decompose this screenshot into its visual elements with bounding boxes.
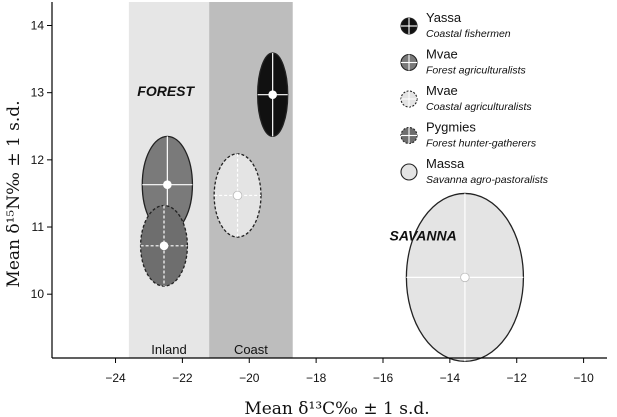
region-label-forest: FOREST — [137, 83, 195, 99]
x-tick-label: −10 — [573, 371, 594, 385]
legend-item-3: Pygmies Forest hunter-gatherers — [400, 120, 537, 150]
mean-point-0 — [268, 90, 277, 99]
x-tick-label: −12 — [507, 371, 528, 385]
legend-description-4: Savanna agro-pastoralists — [426, 174, 549, 186]
legend: Yassa Coastal fishermen Mvae Forest agricul… — [400, 10, 549, 186]
legend-description-0: Coastal fishermen — [426, 28, 511, 40]
series-3 — [139, 204, 189, 287]
mean-point-1 — [163, 180, 172, 190]
region-label-savanna: SAVANNA — [390, 227, 457, 243]
mean-point-3 — [159, 241, 169, 251]
x-tick-label: −22 — [172, 371, 193, 385]
x-tick-label: −14 — [440, 371, 461, 385]
legend-name-2: Mvae — [426, 83, 458, 98]
x-axis-title: Mean δ¹³C‰ ± 1 s.d. — [244, 399, 429, 417]
y-tick-label: 11 — [32, 220, 45, 234]
legend-item-2: Mvae Coastal agriculturalists — [400, 83, 532, 113]
labels-layer: FOREST SAVANNA — [137, 83, 456, 243]
legend-description-2: Coastal agriculturalists — [426, 101, 532, 113]
legend-description-3: Forest hunter-gatherers — [426, 138, 537, 150]
x-tick-label: −18 — [306, 371, 327, 385]
legend-marker-4 — [400, 163, 418, 181]
legend-name-1: Mvae — [426, 47, 458, 62]
x-tick-label: −20 — [239, 371, 260, 385]
legend-item-1: Mvae Forest agriculturalists — [400, 47, 527, 77]
x-tick-label: −16 — [373, 371, 394, 385]
zone-label-inland: Inland — [151, 342, 186, 357]
x-tick-label: −24 — [105, 371, 126, 385]
legend-item-4: Massa Savanna agro-pastoralists — [400, 156, 549, 186]
y-tick-label: 12 — [31, 153, 45, 167]
y-tick-label: 10 — [31, 287, 45, 301]
y-tick-label: 14 — [31, 19, 45, 33]
legend-name-3: Pygmies — [426, 120, 476, 135]
legend-name-4: Massa — [426, 156, 465, 171]
series-2 — [213, 153, 262, 238]
mean-point-2 — [232, 190, 243, 201]
axes-layer: 10 11 12 13 14 −24 −22 −20 −18 −16 −14 −12 −10 — [31, 2, 607, 385]
series-4 — [405, 192, 525, 363]
y-tick-label: 13 — [31, 86, 45, 100]
legend-name-0: Yassa — [426, 10, 462, 25]
ellipses-layer — [139, 52, 525, 363]
series-0 — [256, 52, 289, 137]
legend-description-1: Forest agriculturalists — [426, 65, 527, 77]
mean-point-4 — [460, 272, 470, 283]
legend-item-0: Yassa Coastal fishermen — [400, 10, 511, 40]
y-axis-title: Mean δ¹⁵N‰ ± 1 s.d. — [4, 100, 24, 287]
zone-label-coast: Coast — [234, 342, 268, 357]
